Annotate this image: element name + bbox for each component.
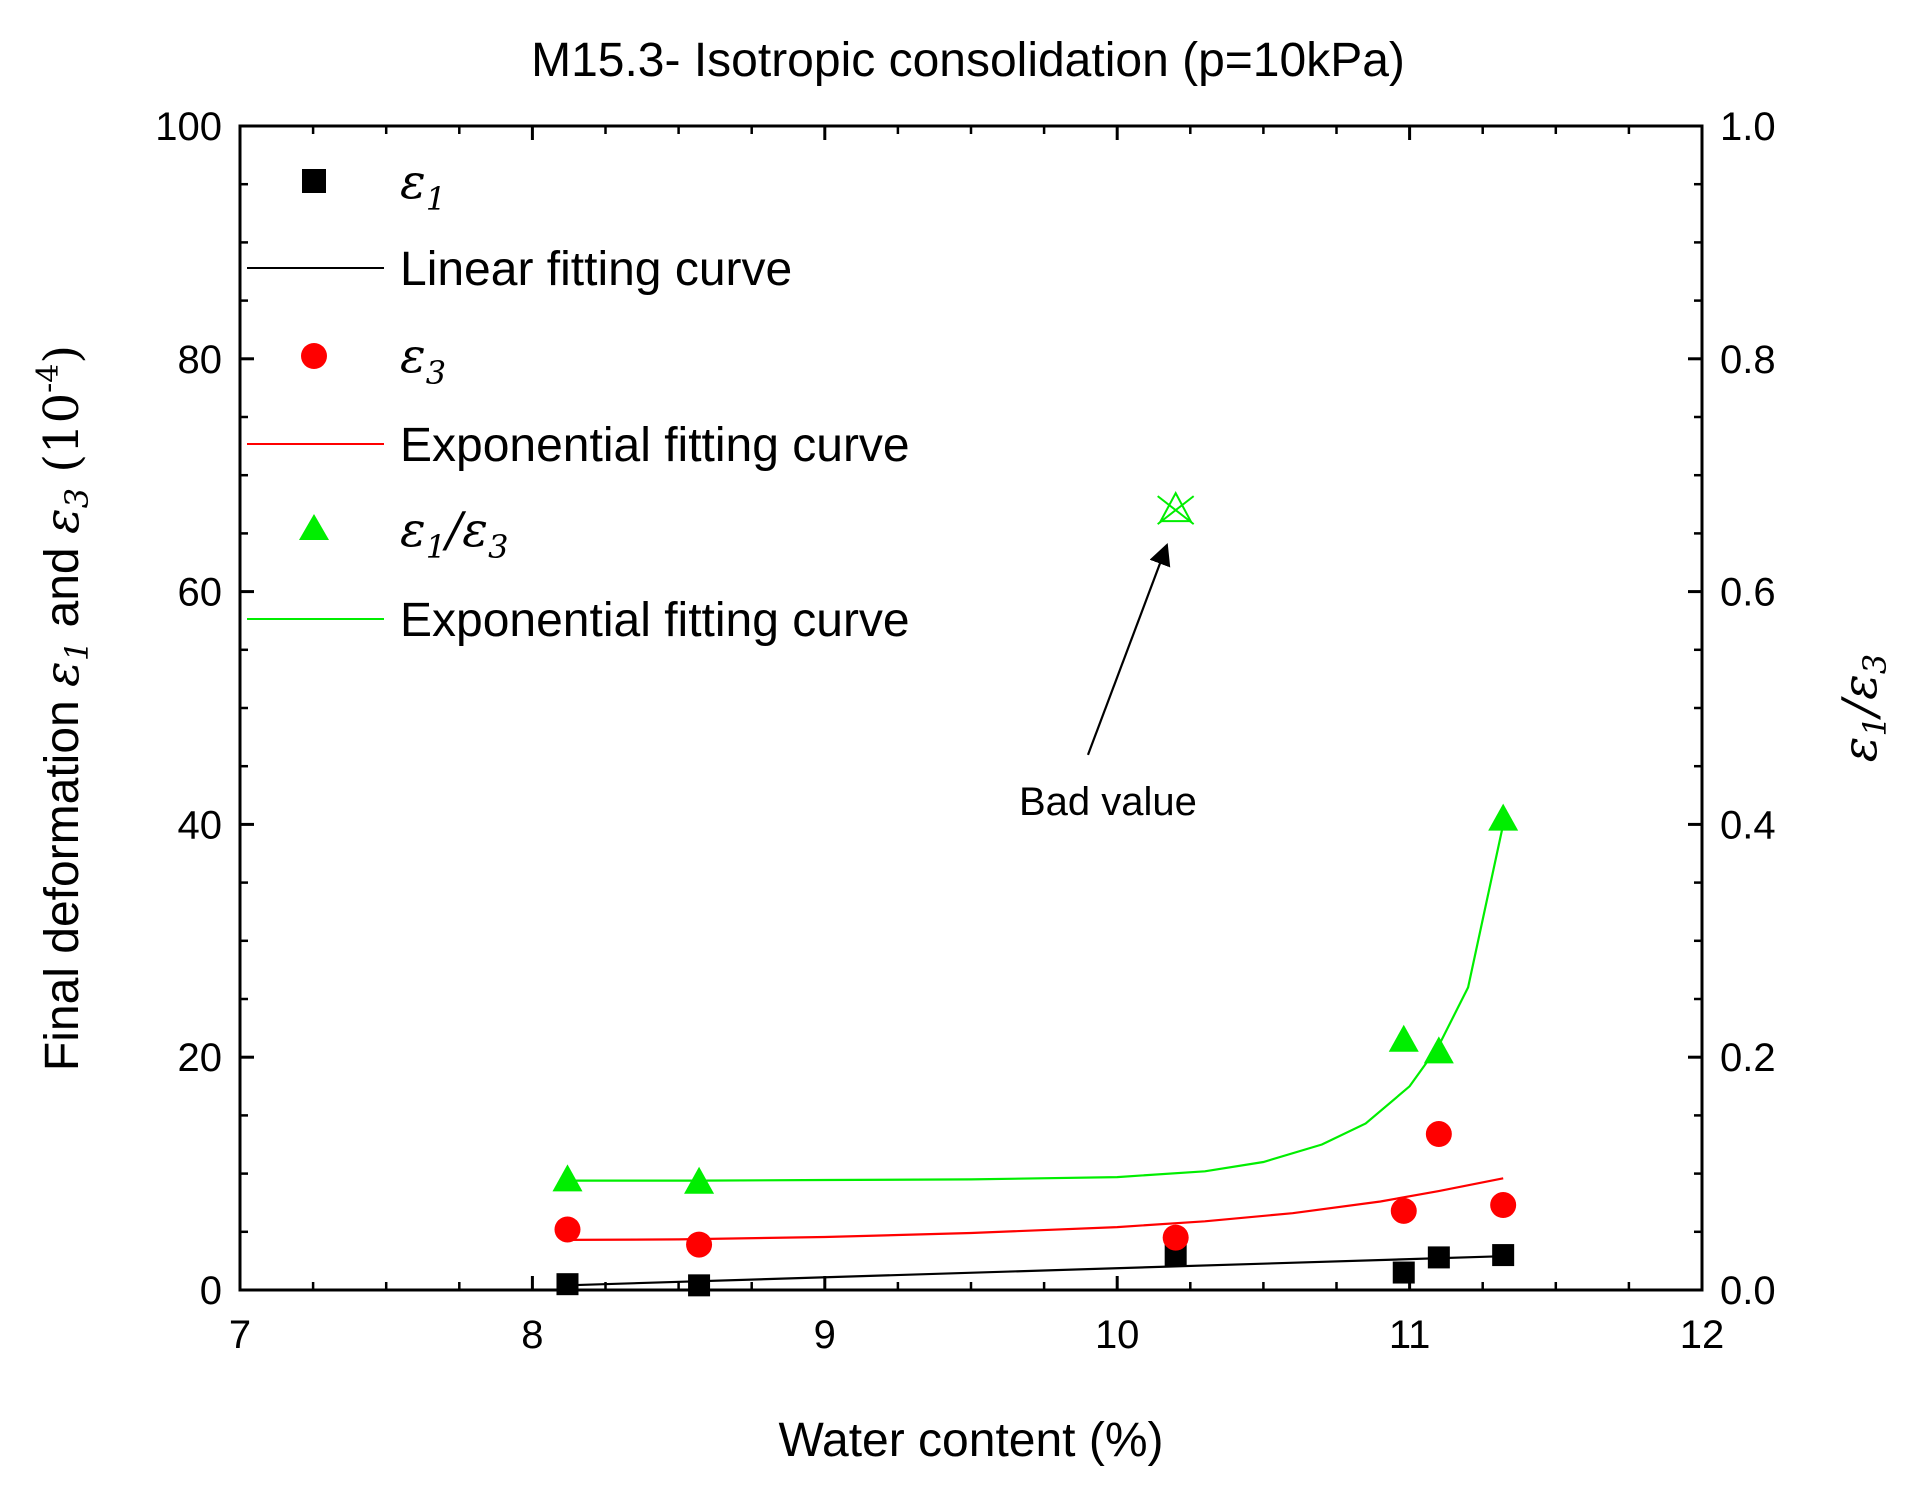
y-axis-label: Final deformation ε1 and ε3 (10-4) — [31, 345, 96, 1071]
plot-frame — [238, 124, 1704, 1292]
annotation-text: Bad value — [1019, 780, 1197, 824]
y-axis-label-close: ) — [34, 345, 90, 364]
y-axis-label-exponent: -4 — [31, 364, 66, 393]
y2-axis-label-sub1: 1 — [1856, 716, 1894, 736]
fit-curve-2 — [567, 824, 1505, 1182]
x-tick-label: 12 — [1680, 1313, 1725, 1357]
y2-tick-label: 0.6 — [1720, 571, 1776, 615]
y-axis-label-units: (10 — [34, 393, 90, 488]
legend-label-exp-fit-red: Exponential fitting curve — [400, 419, 910, 472]
y-axis-label-mid: and — [36, 534, 89, 641]
legend-label-ratio: ε1/ε3 — [400, 502, 508, 566]
y2-tick-label: 0.2 — [1720, 1036, 1776, 1080]
x-axis-ticks: 7 8 9 10 11 12 — [229, 126, 1724, 1357]
point-epsilon3 — [1390, 1197, 1417, 1224]
point-epsilon3 — [1490, 1192, 1517, 1219]
point-epsilon1 — [1164, 1244, 1187, 1267]
point-ratio — [1423, 1036, 1454, 1064]
legend-eps1-sub: 1 — [426, 180, 446, 218]
y-tick-label: 40 — [178, 803, 223, 847]
x-tick-label: 8 — [521, 1313, 543, 1357]
y2-axis-label-eps3: ε — [1832, 674, 1888, 700]
y-tick-label: 80 — [178, 338, 223, 382]
y-axis-label-eps3: ε — [34, 508, 90, 534]
legend-label-exp-fit-green: Exponential fitting curve — [400, 594, 910, 647]
legend-eps3-sub: 3 — [426, 354, 446, 392]
point-ratio — [1488, 803, 1519, 831]
y2-tick-label: 0.0 — [1720, 1269, 1776, 1313]
y2-axis-label: ε1/ε3 — [1832, 654, 1894, 762]
point-epsilon3 — [1162, 1224, 1189, 1251]
legend-marker-epsilon1 — [302, 169, 326, 193]
legend-ratio-eps1: ε — [400, 502, 426, 558]
y-axis-label-sub1: 1 — [58, 641, 96, 661]
legend-eps3-symbol: ε — [400, 328, 426, 384]
x-tick-label: 9 — [814, 1313, 836, 1357]
point-epsilon1 — [556, 1273, 579, 1296]
y-axis-label-eps1: ε — [34, 661, 90, 687]
y-axis-ticks: 0 20 40 60 80 100 — [155, 105, 254, 1313]
legend-label-linear-fit: Linear fitting curve — [400, 243, 792, 296]
outlier-triangle — [1159, 491, 1193, 523]
point-epsilon1 — [1427, 1246, 1450, 1269]
x-tick-label: 10 — [1095, 1313, 1140, 1357]
legend: ε1 Linear fitting curve ε3 Exponential f… — [247, 154, 910, 647]
outlier-cross-b — [1157, 495, 1195, 525]
y2-axis-ticks: 0.0 0.2 0.4 0.6 0.8 1.0 — [1688, 105, 1776, 1313]
y2-tick-label: 1.0 — [1720, 105, 1776, 149]
annotation-arrow — [1086, 542, 1171, 756]
fit-curve-0 — [567, 1255, 1504, 1287]
y2-tick-label: 0.8 — [1720, 338, 1776, 382]
point-ratio — [1388, 1024, 1419, 1052]
y-axis-label-sub3: 3 — [58, 488, 96, 508]
point-epsilon1 — [1492, 1244, 1515, 1267]
point-ratio — [552, 1164, 583, 1192]
legend-marker-ratio — [299, 514, 329, 540]
y-axis-label-prefix: Final deformation — [36, 687, 89, 1071]
legend-marker-epsilon3 — [301, 343, 327, 369]
y2-axis-label-sub3: 3 — [1856, 654, 1894, 674]
bad-value-annotation: Bad value — [1019, 542, 1197, 824]
point-epsilon3 — [554, 1216, 581, 1243]
fit-curve-1 — [567, 1177, 1504, 1242]
legend-ratio-sub3: 3 — [488, 528, 508, 566]
legend-ratio-eps3: ε — [462, 502, 488, 558]
point-epsilon1 — [688, 1274, 711, 1297]
point-epsilon1 — [1392, 1261, 1415, 1284]
legend-label-epsilon3: ε3 — [400, 328, 446, 392]
x-tick-label: 11 — [1389, 1313, 1431, 1357]
legend-ratio-sub1: 1 — [426, 528, 446, 566]
chart-title: M15.3- Isotropic consolidation (p=10kPa) — [531, 34, 1405, 87]
x-axis-label: Water content (%) — [778, 1414, 1163, 1467]
legend-eps1-symbol: ε — [400, 154, 426, 210]
y-tick-label: 60 — [178, 571, 223, 615]
fit-curves — [567, 824, 1505, 1287]
y-tick-label: 100 — [155, 105, 222, 149]
y2-axis-label-eps1: ε — [1832, 736, 1888, 762]
outlier-marker — [1157, 491, 1195, 525]
point-epsilon3 — [1425, 1121, 1452, 1148]
y2-tick-label: 0.4 — [1720, 803, 1776, 847]
legend-label-epsilon1: ε1 — [400, 154, 446, 218]
y-tick-label: 0 — [200, 1269, 222, 1313]
x-tick-label: 7 — [229, 1313, 251, 1357]
point-ratio — [684, 1166, 715, 1194]
point-epsilon3 — [686, 1231, 713, 1258]
y-tick-label: 20 — [178, 1036, 223, 1080]
data-points — [552, 803, 1519, 1297]
